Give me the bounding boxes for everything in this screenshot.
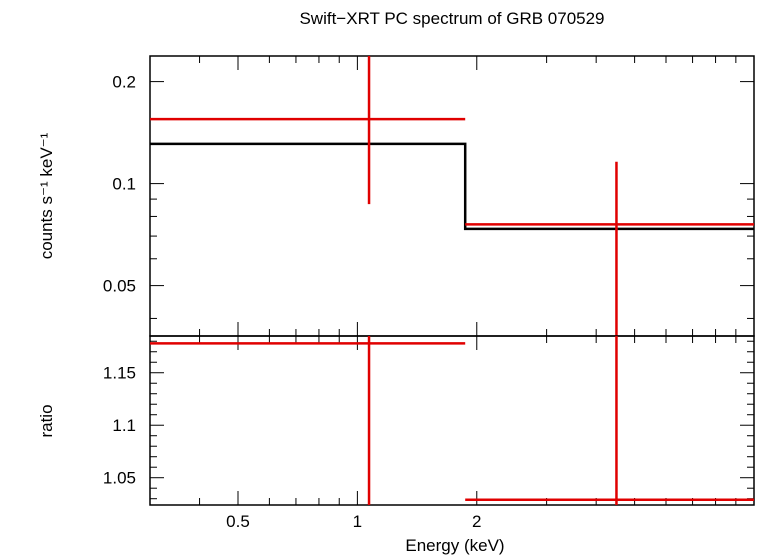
model-step-line: [150, 142, 754, 231]
ratio-points: [150, 336, 754, 505]
ratio-panel-y-tick-labels: 1.05 1.1 1.15: [103, 364, 136, 488]
data-point: [465, 161, 754, 336]
top-panel: 0.05 0.1 0.2 counts s⁻¹ keV⁻¹: [37, 55, 755, 337]
data-point: [465, 336, 754, 505]
data-point: [150, 336, 466, 505]
chart-title: Swift−XRT PC spectrum of GRB 070529: [299, 9, 604, 28]
top-panel-frame: [149, 55, 755, 337]
top-panel-y-tick-labels: 0.05 0.1 0.2: [103, 73, 136, 296]
y-tick-label: 1.15: [103, 364, 136, 383]
top-panel-ticks: [149, 56, 755, 336]
x-tick-labels: 0.5 1 2: [226, 512, 481, 531]
y-tick-label: 1.1: [112, 416, 136, 435]
ratio-panel-ticks: [149, 336, 755, 505]
x-tick-label: 1: [353, 512, 362, 531]
ratio-panel: 1.05 1.1 1.15 0.5 1 2 ratio Energy (keV): [37, 335, 755, 555]
x-tick-label: 2: [472, 512, 481, 531]
y-tick-label: 0.2: [112, 73, 136, 92]
model-curve: [150, 142, 754, 231]
y-tick-label: 0.1: [112, 175, 136, 194]
x-tick-label: 0.5: [226, 512, 250, 531]
y-tick-label: 0.05: [103, 277, 136, 296]
ratio-panel-frame: [149, 335, 755, 506]
data-point: [150, 56, 466, 205]
y-tick-label: 1.05: [103, 469, 136, 488]
x-axis-label: Energy (keV): [405, 536, 504, 555]
top-y-axis-label: counts s⁻¹ keV⁻¹: [37, 132, 56, 259]
data-points: [150, 56, 754, 336]
ratio-y-axis-label: ratio: [37, 404, 56, 437]
